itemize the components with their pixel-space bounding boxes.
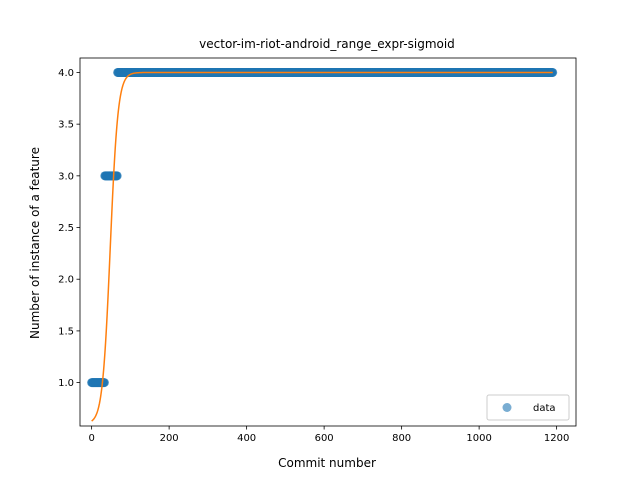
x-tick-label: 400 [237, 433, 256, 444]
x-tick-label: 1000 [466, 433, 491, 444]
y-tick-label: 3.5 [58, 120, 74, 131]
x-tick-label: 600 [315, 433, 334, 444]
y-tick-label: 4.0 [58, 68, 74, 79]
x-axis-label: Commit number [278, 456, 376, 470]
chart-title: vector-im-riot-android_range_expr-sigmoi… [199, 37, 455, 51]
y-axis-label: Number of instance of a feature [28, 147, 42, 339]
legend-marker-data [502, 403, 512, 412]
legend-box [486, 394, 570, 421]
y-tick-label: 2.5 [58, 223, 74, 234]
y-tick-label: 3.0 [58, 171, 74, 182]
legend: data [486, 394, 570, 421]
x-tick-label: 0 [88, 433, 94, 444]
data-point [112, 171, 122, 181]
y-tick-label: 2.0 [58, 275, 74, 286]
x-tick-label: 800 [392, 433, 411, 444]
y-tick-label: 1.5 [58, 326, 74, 337]
data-point [99, 378, 109, 388]
axes-frame [79, 57, 577, 427]
fit-line [91, 71, 553, 422]
axes: 0 200 400 600 800 1000 1200 1.0 1.5 2.0 2.5 3.0 3.5 4… [58, 57, 577, 444]
x-tick-label: 200 [160, 433, 179, 444]
x-tick-label: 1200 [544, 433, 569, 444]
plot-area [87, 67, 558, 422]
y-tick-label: 1.0 [58, 378, 74, 389]
legend-label-data: data [533, 403, 556, 414]
